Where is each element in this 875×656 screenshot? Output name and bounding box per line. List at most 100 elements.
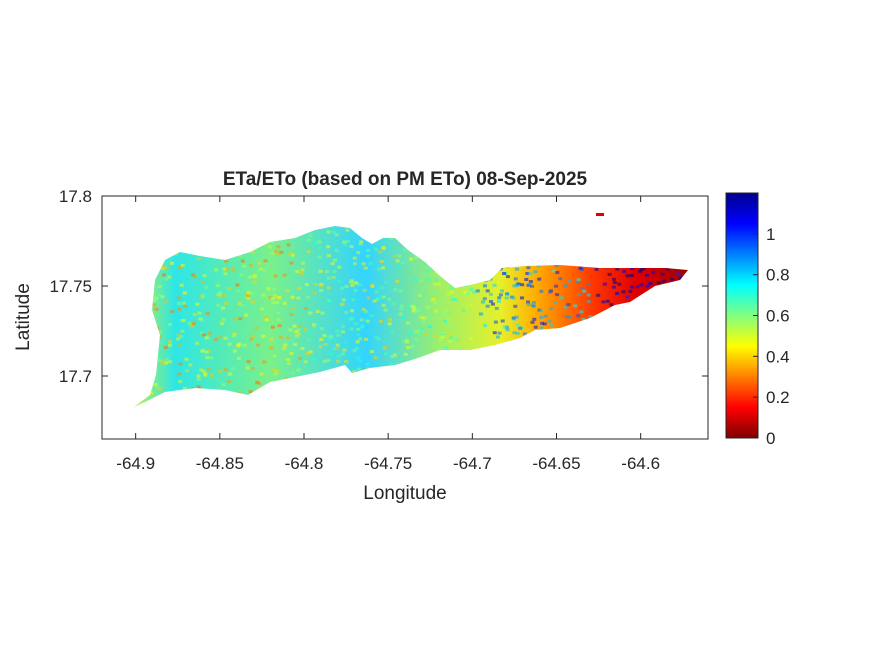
heatmap-cell [575, 281, 580, 284]
heatmap-cell [679, 276, 684, 280]
heatmap-cell [576, 278, 581, 282]
heatmap-cell [250, 367, 255, 370]
heatmap-cell [276, 311, 280, 315]
heatmap-cell [192, 312, 197, 316]
heatmap-cell [350, 283, 355, 287]
colorbar-tick-label: 0.4 [766, 347, 790, 366]
heatmap-cell [531, 304, 536, 308]
heatmap-cell [628, 289, 633, 293]
y-axis-label: Latitude [13, 283, 34, 351]
heatmap-cell [205, 312, 210, 316]
heatmap-cell [227, 287, 232, 290]
heatmap-cell [563, 305, 568, 309]
heatmap-cell [294, 330, 299, 334]
heatmap-cell [403, 352, 408, 356]
heatmap-cell [176, 302, 181, 306]
heatmap-cell [235, 289, 240, 293]
heatmap-cell [621, 290, 626, 294]
heatmap-cell [635, 285, 640, 289]
heatmap-cell [629, 274, 634, 277]
x-tick-label: -64.6 [621, 454, 660, 473]
heatmap-cell [615, 292, 620, 295]
heatmap-cell [306, 250, 311, 254]
heatmap-cell [269, 346, 274, 350]
heatmap-cell [340, 330, 345, 334]
heatmap-cell [356, 367, 361, 371]
heatmap-cell [645, 284, 650, 288]
heatmap-cell [497, 296, 502, 300]
heatmap-cell [261, 334, 266, 338]
heatmap-cell [345, 239, 350, 243]
heatmap-cell [333, 258, 338, 262]
heatmap-cell [540, 321, 544, 325]
heatmap-cell [352, 370, 357, 373]
heatmap-cell [298, 356, 302, 360]
heatmap-cell [217, 294, 222, 298]
heatmap-cell [443, 319, 448, 323]
heatmap-cell [170, 261, 175, 265]
heatmap-cell [336, 359, 341, 363]
heatmap-cell [248, 390, 253, 394]
heatmap-cell [579, 310, 584, 314]
colorbar-tick-label: 0 [766, 429, 775, 448]
heatmap-cell [277, 324, 282, 328]
heatmap-cell [482, 297, 487, 301]
heatmap-cell [314, 283, 319, 286]
heatmap-cell [433, 282, 438, 286]
heatmap-cell [342, 348, 347, 352]
heatmap-cell [324, 270, 329, 274]
heatmap-cell [320, 311, 325, 315]
heatmap-cell [505, 328, 510, 332]
heatmap-cell [318, 345, 323, 349]
heatmap-cell [353, 288, 358, 292]
heatmap-cell [326, 245, 331, 249]
heatmap-cell [167, 275, 172, 279]
heatmap-cell [401, 316, 406, 319]
heatmap-cell [381, 295, 386, 299]
heatmap-cell [533, 270, 538, 274]
heatmap-cell [293, 343, 298, 347]
heatmap-cell [458, 345, 463, 349]
heatmap-cell [512, 284, 517, 288]
heatmap-cell [285, 336, 290, 340]
heatmap-cell [578, 266, 583, 270]
heatmap-cell [177, 372, 182, 376]
heatmap-cell [379, 286, 384, 290]
heatmap-cell [387, 322, 392, 326]
heatmap-cell [567, 279, 572, 283]
heatmap-cell [566, 303, 571, 307]
heatmap-cell [377, 267, 382, 271]
heatmap-cell [160, 359, 165, 363]
heatmap-cell [426, 278, 431, 282]
heatmap-cell [374, 247, 379, 251]
heatmap-cell [465, 310, 470, 314]
heatmap-cell [461, 340, 466, 344]
heatmap-cell [472, 290, 477, 294]
heatmap-cell [567, 315, 572, 319]
heatmap-cell [444, 346, 449, 350]
heatmap-cell [349, 279, 354, 283]
heatmap-cell [378, 250, 383, 254]
heatmap-cell [315, 310, 320, 314]
heatmap-cell [250, 300, 255, 304]
heatmap-cell [164, 300, 169, 304]
heatmap-cell [341, 324, 346, 328]
heatmap-cell [586, 282, 591, 286]
heatmap-cell [152, 299, 156, 303]
heatmap-cell [433, 309, 438, 313]
heatmap-cell [395, 279, 400, 283]
heatmap-cell [515, 284, 520, 288]
heatmap-cell [553, 301, 557, 305]
heatmap-cell [433, 334, 438, 338]
heatmap-cell [343, 243, 348, 246]
heatmap-cell [177, 343, 182, 347]
heatmap-cell [392, 254, 397, 258]
heatmap-cell [168, 343, 172, 347]
heatmap-cell [330, 262, 335, 265]
heatmap-cell [398, 289, 403, 293]
heatmap-cell [196, 374, 201, 378]
heatmap-cell [195, 341, 200, 345]
heatmap-cell [410, 344, 415, 348]
heatmap-cell [264, 316, 269, 320]
heatmap-cell [177, 265, 182, 269]
